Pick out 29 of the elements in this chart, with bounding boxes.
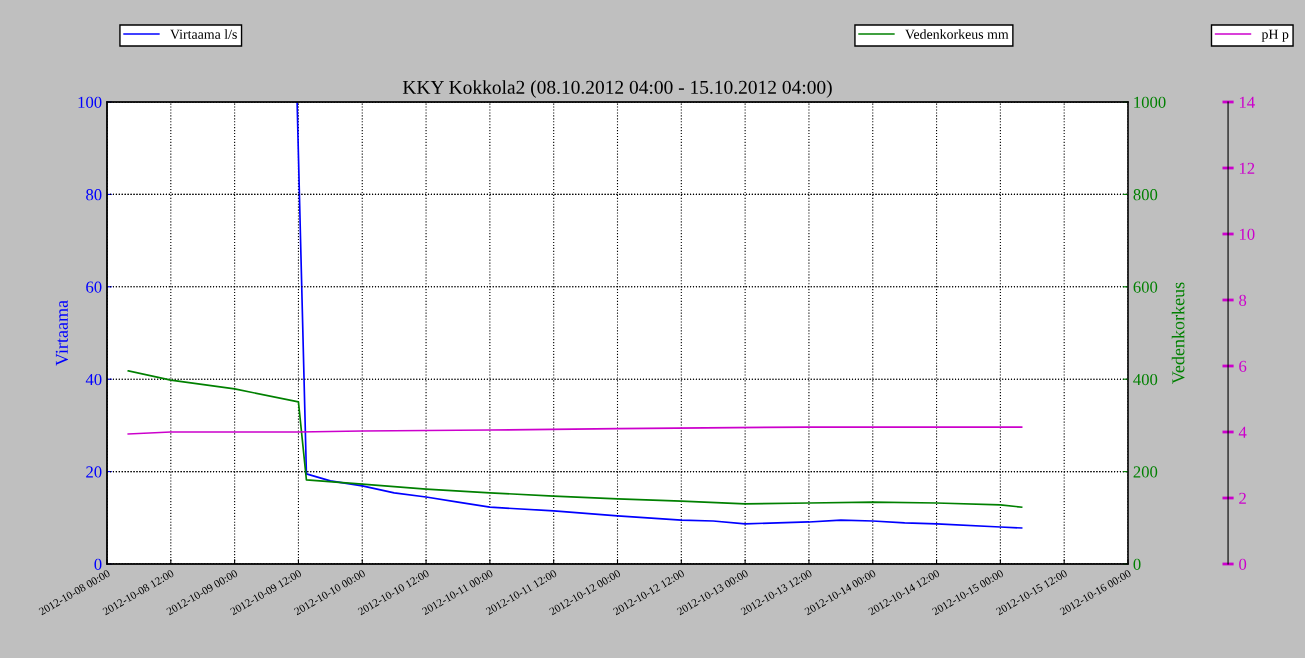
y3-tick-label: 0	[1239, 558, 1247, 570]
chart-title: KKY Kokkola2 (08.10.2012 04:00 - 15.10.2012 04:00)	[402, 80, 832, 98]
y-tick-label: 60	[86, 281, 102, 293]
legend-label: pH p	[1261, 29, 1289, 42]
y-tick-label: 40	[85, 373, 102, 386]
y3-tick-label: 6	[1239, 360, 1247, 372]
y2-tick-label: 400	[1133, 373, 1158, 386]
y2-tick-label: 800	[1133, 189, 1158, 201]
legend-label: Virtaama l/s	[170, 29, 237, 40]
line-series	[296, 102, 1023, 529]
y-tick-label: 20	[86, 466, 102, 478]
y3-tick-label: 14	[1239, 96, 1255, 108]
y2-tick-label: 0	[1133, 558, 1141, 570]
y2-tick-label: 200	[1133, 466, 1158, 478]
line-series	[127, 426, 1023, 435]
legend-label: Vedenkorkeus mm	[905, 29, 1009, 40]
y-axis-title: Virtaama	[55, 300, 69, 366]
y-tick-label: 0	[94, 558, 102, 570]
y3-tick-label: 12	[1239, 162, 1255, 174]
y3-tick-label: 10	[1239, 228, 1255, 240]
y2-tick-label: 600	[1133, 281, 1158, 293]
y2-axis-title: Vedenkorkeus	[1171, 282, 1185, 384]
y2-tick-label: 1000	[1134, 96, 1166, 108]
y-tick-label: 80	[86, 189, 102, 201]
line-series	[127, 370, 1023, 509]
y3-tick-label: 4	[1238, 426, 1247, 438]
y-tick-label: 100	[78, 96, 102, 108]
y3-tick-label: 8	[1239, 294, 1247, 306]
y3-tick-label: 2	[1239, 492, 1246, 504]
